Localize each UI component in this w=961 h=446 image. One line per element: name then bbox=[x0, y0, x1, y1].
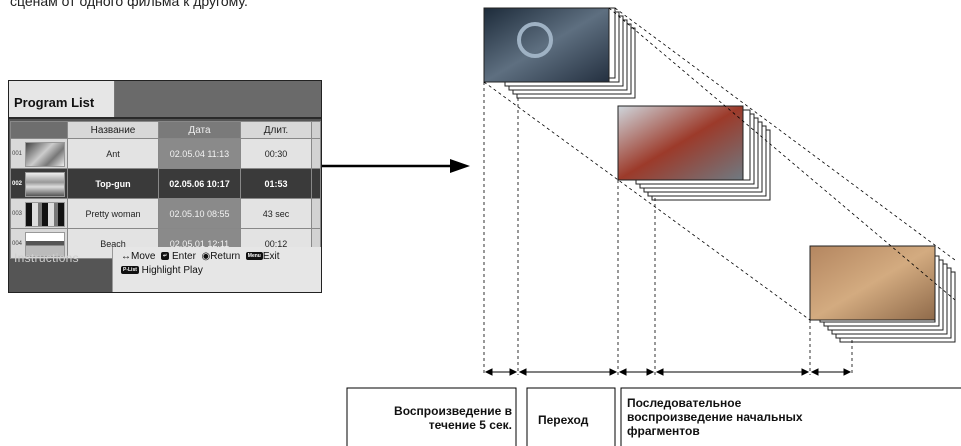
program-list-title: Program List bbox=[14, 95, 95, 110]
title-bar bbox=[115, 81, 321, 117]
table-row-selected[interactable]: 002 Top-gun 02.05.06 10:17 01:53 bbox=[10, 168, 321, 199]
instructions-area: ↔Move ↵ Enter ◉Return Menu Exit P-List Hi… bbox=[112, 247, 321, 292]
sequential-label-line-1: Последовательное bbox=[627, 396, 742, 410]
instructions-line-1: ↔Move ↵ Enter ◉Return Menu Exit bbox=[121, 251, 280, 262]
row-duration: 00:30 bbox=[240, 138, 312, 169]
row-date: 02.05.10 08:55 bbox=[158, 198, 241, 229]
thumbnail-image bbox=[25, 142, 65, 167]
return-icon: ◉ bbox=[201, 251, 211, 262]
transition-label: Переход bbox=[538, 413, 589, 427]
row-number: 004 bbox=[12, 241, 23, 247]
movie-frame-image bbox=[809, 245, 936, 321]
enter-label: Enter bbox=[172, 251, 196, 262]
frame-stack-1 bbox=[483, 7, 636, 99]
frame-stack-2 bbox=[617, 105, 771, 201]
divider bbox=[9, 117, 321, 119]
row-thumbnail-cell: 001 bbox=[10, 138, 68, 169]
instructions-line-2: P-List Highlight Play bbox=[121, 265, 203, 276]
thumbnail-image bbox=[25, 172, 65, 197]
playback-label-line-2: течение 5 сек. bbox=[428, 418, 512, 432]
program-table: Название Дата Длит. 001 Ant 02.05.04 11:… bbox=[10, 121, 321, 259]
thumb-column-header bbox=[10, 121, 68, 139]
thumbnail-image bbox=[25, 232, 65, 257]
highlight-play-label: Highlight Play bbox=[141, 265, 203, 276]
return-label: Return bbox=[210, 251, 241, 262]
move-arrows-icon: ↔ bbox=[121, 251, 131, 262]
row-number: 003 bbox=[12, 211, 23, 217]
table-header-row: Название Дата Длит. bbox=[10, 121, 321, 139]
row-number: 002 bbox=[12, 181, 23, 187]
menu-key-icon: Menu bbox=[245, 252, 263, 261]
row-number: 001 bbox=[12, 151, 23, 157]
movie-frame-image bbox=[617, 105, 744, 181]
row-thumbnail-cell: 004 bbox=[10, 228, 68, 259]
sequential-label-line-3: фрагментов bbox=[627, 424, 700, 438]
plist-key-icon: P-List bbox=[121, 266, 139, 275]
sequential-playback-label: Последовательное воспроизведение начальн… bbox=[627, 396, 803, 438]
sequential-label-line-2: воспроизведение начальных bbox=[627, 410, 803, 424]
exit-label: Exit bbox=[262, 251, 280, 262]
label-boxes bbox=[346, 387, 961, 446]
caption-text: сценам от одного фильма к другому. bbox=[10, 0, 248, 9]
timeline-arrows bbox=[484, 368, 852, 376]
row-date: 02.05.04 11:13 bbox=[158, 138, 241, 169]
playback-5sec-label: Воспроизведение в течение 5 сек. bbox=[352, 404, 512, 432]
date-column-header: Дата bbox=[158, 121, 241, 139]
frame-stack-3 bbox=[809, 245, 956, 343]
movie-frame-image bbox=[483, 7, 610, 83]
thumbnail-image bbox=[25, 202, 65, 227]
move-label: Move bbox=[131, 251, 156, 262]
row-thumbnail-cell: 003 bbox=[10, 198, 68, 229]
playback-label-line-1: Воспроизведение в bbox=[394, 404, 512, 418]
program-list-panel: Program List Название Дата Длит. 001 Ant… bbox=[8, 80, 322, 293]
selection-arrow bbox=[322, 159, 470, 173]
row-name: Pretty woman bbox=[67, 198, 159, 229]
instructions-label: Instructions bbox=[14, 251, 79, 265]
enter-key-icon: ↵ bbox=[161, 252, 170, 261]
table-row[interactable]: 003 Pretty woman 02.05.10 08:55 43 sec bbox=[10, 198, 321, 229]
perspective-lines bbox=[483, 7, 956, 375]
program-list-title-tab: Program List bbox=[9, 81, 115, 117]
row-duration: 43 sec bbox=[240, 198, 312, 229]
row-thumbnail-cell: 002 bbox=[10, 168, 68, 199]
